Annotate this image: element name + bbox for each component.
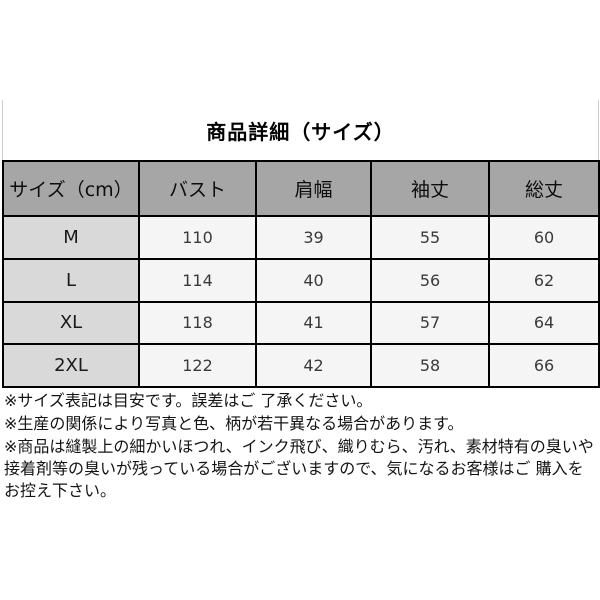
measurement-cell: 42 <box>255 343 372 388</box>
measurement-cell: 62 <box>488 257 600 303</box>
measurement-cell: 60 <box>488 215 600 260</box>
table-row: L 114 40 56 62 <box>2 257 600 303</box>
measurement-cell: 41 <box>255 300 372 346</box>
measurement-cell: 122 <box>138 343 257 388</box>
footnote-line: ※サイズ表記は目安です。誤差はご 了承ください。 <box>4 391 373 410</box>
table-row: XL 118 41 57 64 <box>2 300 600 346</box>
size-table: サイズ（cm） バスト 肩幅 袖丈 総丈 M 110 39 55 60 L 114 40 56 62 XL 1… <box>2 160 600 388</box>
size-label-cell: 2XL <box>2 343 140 388</box>
column-header: 袖丈 <box>370 160 490 217</box>
column-header: 総丈 <box>488 160 600 217</box>
measurement-cell: 118 <box>138 300 257 346</box>
title-band: 商品詳細（サイズ） <box>2 100 599 160</box>
size-label-cell: M <box>2 215 140 260</box>
table-row: M 110 39 55 60 <box>2 215 600 260</box>
size-table-body: M 110 39 55 60 L 114 40 56 62 XL 118 41 57 64 2XL 122 42 5… <box>2 215 600 388</box>
measurement-cell: 110 <box>138 215 257 260</box>
measurement-cell: 57 <box>370 300 490 346</box>
measurement-cell: 114 <box>138 257 257 303</box>
measurement-cell: 64 <box>488 300 600 346</box>
footnote-line: ※生産の関係により写真と色、柄が若干異なる場合があります。 <box>4 414 464 433</box>
page-title: 商品詳細（サイズ） <box>206 119 395 144</box>
measurement-cell: 39 <box>255 215 372 260</box>
footnote-line: ※商品は縫製上の細かいほつれ、インク飛び、織りむら、汚れ、素材特有の臭いや接着剤… <box>4 437 594 500</box>
column-header: バスト <box>138 160 257 217</box>
table-row: 2XL 122 42 58 66 <box>2 343 600 388</box>
measurement-cell: 55 <box>370 215 490 260</box>
size-table-header-row: サイズ（cm） バスト 肩幅 袖丈 総丈 <box>2 160 600 217</box>
size-label-cell: XL <box>2 300 140 346</box>
measurement-cell: 40 <box>255 257 372 303</box>
measurement-cell: 56 <box>370 257 490 303</box>
footnotes: ※サイズ表記は目安です。誤差はご 了承ください。 ※生産の関係により写真と色、柄が… <box>4 390 596 503</box>
size-label-cell: L <box>2 257 140 303</box>
measurement-cell: 66 <box>488 343 600 388</box>
measurement-cell: 58 <box>370 343 490 388</box>
column-header: 肩幅 <box>255 160 372 217</box>
column-header: サイズ（cm） <box>2 160 140 217</box>
